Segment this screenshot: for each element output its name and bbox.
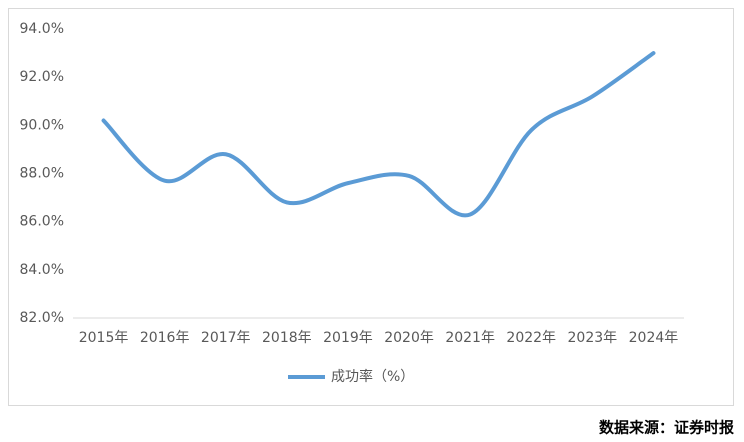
chart-border xyxy=(8,8,734,406)
x-tick-label: 2021年 xyxy=(445,330,495,346)
y-tick-label: 82.0% xyxy=(20,310,64,326)
y-tick-label: 88.0% xyxy=(20,166,64,182)
x-tick-label: 2016年 xyxy=(140,330,190,346)
y-tick-label: 86.0% xyxy=(20,214,64,230)
legend-label: 成功率（%） xyxy=(331,368,414,385)
y-tick-label: 84.0% xyxy=(20,262,64,278)
x-tick-label: 2024年 xyxy=(629,330,679,346)
x-tick-label: 2018年 xyxy=(262,330,312,346)
source-note: 数据来源：证券时报 xyxy=(599,419,734,437)
data-line xyxy=(101,51,656,218)
x-tick-label: 2017年 xyxy=(201,330,251,346)
y-tick-label: 92.0% xyxy=(20,69,64,85)
x-tick-label: 2019年 xyxy=(323,330,373,346)
x-tick-label: 2023年 xyxy=(568,330,618,346)
x-tick-label: 2022年 xyxy=(506,330,556,346)
y-tick-label: 94.0% xyxy=(20,21,64,37)
x-tick-label: 2020年 xyxy=(384,330,434,346)
x-tick-label: 2015年 xyxy=(79,330,129,346)
y-tick-label: 90.0% xyxy=(20,117,64,133)
